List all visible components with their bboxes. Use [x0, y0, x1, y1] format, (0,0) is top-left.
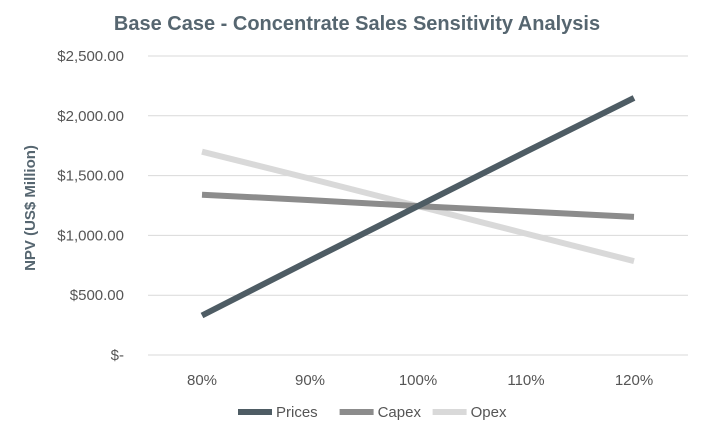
x-tick-label: 120% — [615, 372, 653, 389]
legend-label-prices: Prices — [276, 404, 318, 421]
x-axis-ticks: 80% 90% 100% 110% 120% — [187, 372, 653, 389]
y-tick-label: $500.00 — [70, 287, 124, 304]
x-tick-label: 100% — [399, 372, 437, 389]
x-tick-label: 110% — [507, 372, 544, 389]
y-axis-ticks: $- $500.00 $1,000.00 $1,500.00 $2,000.00 $2,5… — [57, 48, 124, 364]
series-lines — [200, 95, 636, 319]
legend-label-opex: Opex — [471, 404, 507, 421]
x-tick-label: 80% — [187, 372, 217, 389]
y-tick-label: $1,000.00 — [57, 227, 124, 244]
y-tick-label: $1,500.00 — [57, 168, 124, 185]
legend-label-capex: Capex — [378, 404, 422, 421]
y-tick-label: $2,500.00 — [57, 48, 124, 65]
y-tick-label: $2,000.00 — [57, 108, 124, 125]
legend: Prices Capex Opex — [238, 404, 507, 421]
y-axis-label: NPV (US$ Million) — [22, 145, 39, 271]
y-tick-label: $- — [111, 347, 124, 364]
series-line-prices — [200, 95, 636, 319]
chart-title: Base Case - Concentrate Sales Sensitivit… — [114, 13, 600, 35]
x-tick-label: 90% — [295, 372, 325, 389]
